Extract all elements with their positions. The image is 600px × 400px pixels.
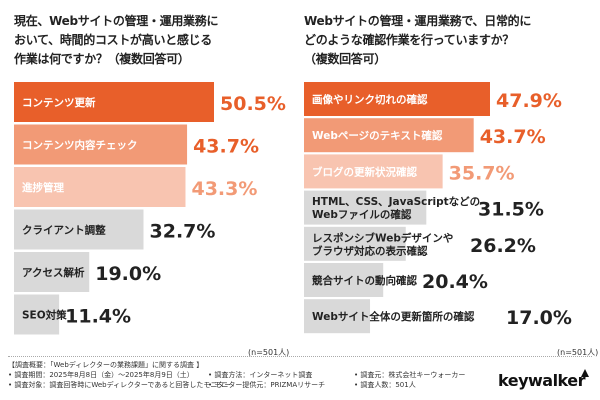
- bar-label-5: SEO対策: [22, 309, 67, 322]
- bar-label-3-1: Webファイルの確認: [312, 208, 412, 221]
- bar-label-1: コンテンツ内容チェック: [22, 139, 138, 152]
- bar-0: [304, 82, 490, 116]
- bar-1: [304, 118, 474, 153]
- bar-5: [304, 263, 384, 297]
- logo-mark-icon: [581, 369, 589, 377]
- right-question: Webサイトの管理・運用業務で、日常的に どのような確認作業を行っていますか？ …: [304, 14, 532, 66]
- bar-6: [304, 299, 371, 334]
- right-sample-size: (n=501人): [557, 348, 599, 357]
- bar-label-3-0: HTML、CSS、JavaScriptなどの: [312, 195, 480, 208]
- value-label-1: 43.7%: [193, 136, 259, 158]
- left-question: 現在、Webサイトの管理・運用業務に おいて、時間的コストが高いと感じる 作業は…: [14, 14, 219, 66]
- bar-label-0: 画像やリンク切れの確認: [312, 93, 428, 106]
- bar-label-4: アクセス解析: [22, 266, 85, 279]
- bar-3: [14, 209, 144, 250]
- value-label-2: 35.7%: [449, 162, 515, 184]
- value-label-2: 43.3%: [191, 178, 257, 200]
- bar-label-1: Webページのテキスト確認: [312, 129, 443, 142]
- bar-1: [14, 124, 188, 165]
- bar-label-0: コンテンツ更新: [22, 96, 96, 109]
- right-panel: Webサイトの管理・運用業務で、日常的に どのような確認作業を行っていますか？ …: [304, 0, 590, 337]
- footer-count: • 調査人数：501人: [354, 381, 416, 389]
- survey-footer: 【調査概要：「Webディレクターの業務課題」に関する調査 】 • 調査期間：20…: [8, 356, 592, 396]
- value-label-3: 31.5%: [478, 199, 544, 221]
- footer-client: • 調査元：株式会社キーウォーカー: [354, 371, 466, 379]
- left-chart-svg: コンテンツ更新 50.5% コンテンツ内容チェック 43.7% 進捗管理 43.3% クライ…: [14, 82, 286, 335]
- bar-4: [14, 252, 90, 292]
- left-panel: 現在、Webサイトの管理・運用業務に おいて、時間的コストが高いと感じる 作業は…: [14, 0, 300, 337]
- bar-4: [304, 226, 406, 261]
- right-bar-chart: 画像やリンク切れの確認 47.9% Webページのテキスト確認 43.7% ブログの更新…: [304, 82, 590, 337]
- value-label-3: 32.7%: [150, 221, 216, 243]
- value-label-4: 19.0%: [95, 263, 161, 285]
- keywalker-logo: keywalker: [498, 371, 586, 390]
- bar-label-6: Webサイト全体の更新箇所の確認: [312, 310, 475, 323]
- bar-label-3: クライアント調整: [22, 224, 106, 237]
- left-bar-chart: コンテンツ更新 50.5% コンテンツ内容チェック 43.7% 進捗管理 43.3% クライ…: [14, 82, 300, 337]
- value-label-0: 50.5%: [220, 93, 286, 115]
- right-chart-svg: 画像やリンク切れの確認 47.9% Webページのテキスト確認 43.7% ブログの更新…: [304, 82, 572, 334]
- bar-2: [14, 167, 186, 207]
- footer-title: 【調査概要：「Webディレクターの業務課題」に関する調査 】: [8, 361, 204, 369]
- bar-label-2: 進捗管理: [22, 181, 64, 194]
- value-label-6: 17.0%: [506, 307, 572, 329]
- bar-2: [304, 154, 443, 189]
- bar-label-4-1: ブラウザ対応の表示確認: [312, 244, 428, 257]
- footer-target: • 調査対象：調査回答時にWebディレクターであると回答したモニター: [8, 381, 232, 389]
- value-label-4: 26.2%: [470, 235, 536, 257]
- bar-label-2: ブログの更新状況確認: [312, 165, 417, 178]
- footer-provider: • モニター提供元：PRIZMAリサーチ: [208, 381, 326, 389]
- bar-5: [14, 294, 60, 335]
- bar-label-5: 競合サイトの動向確認: [312, 274, 417, 287]
- bar-0: [14, 82, 214, 122]
- value-label-0: 47.9%: [496, 90, 562, 112]
- value-label-5: 11.4%: [65, 306, 131, 328]
- footer-method: • 調査方法：インターネット調査: [208, 371, 313, 379]
- left-sample-size: (n=501人): [248, 348, 290, 357]
- value-label-5: 20.4%: [422, 271, 488, 293]
- bar-label-4-0: レスポンシブWebデザインや: [312, 231, 453, 244]
- value-label-1: 43.7%: [480, 126, 546, 148]
- bar-3: [304, 190, 427, 225]
- footer-period: • 調査期間：2025年8月8日（金）～2025年8月9日（土）: [8, 371, 194, 379]
